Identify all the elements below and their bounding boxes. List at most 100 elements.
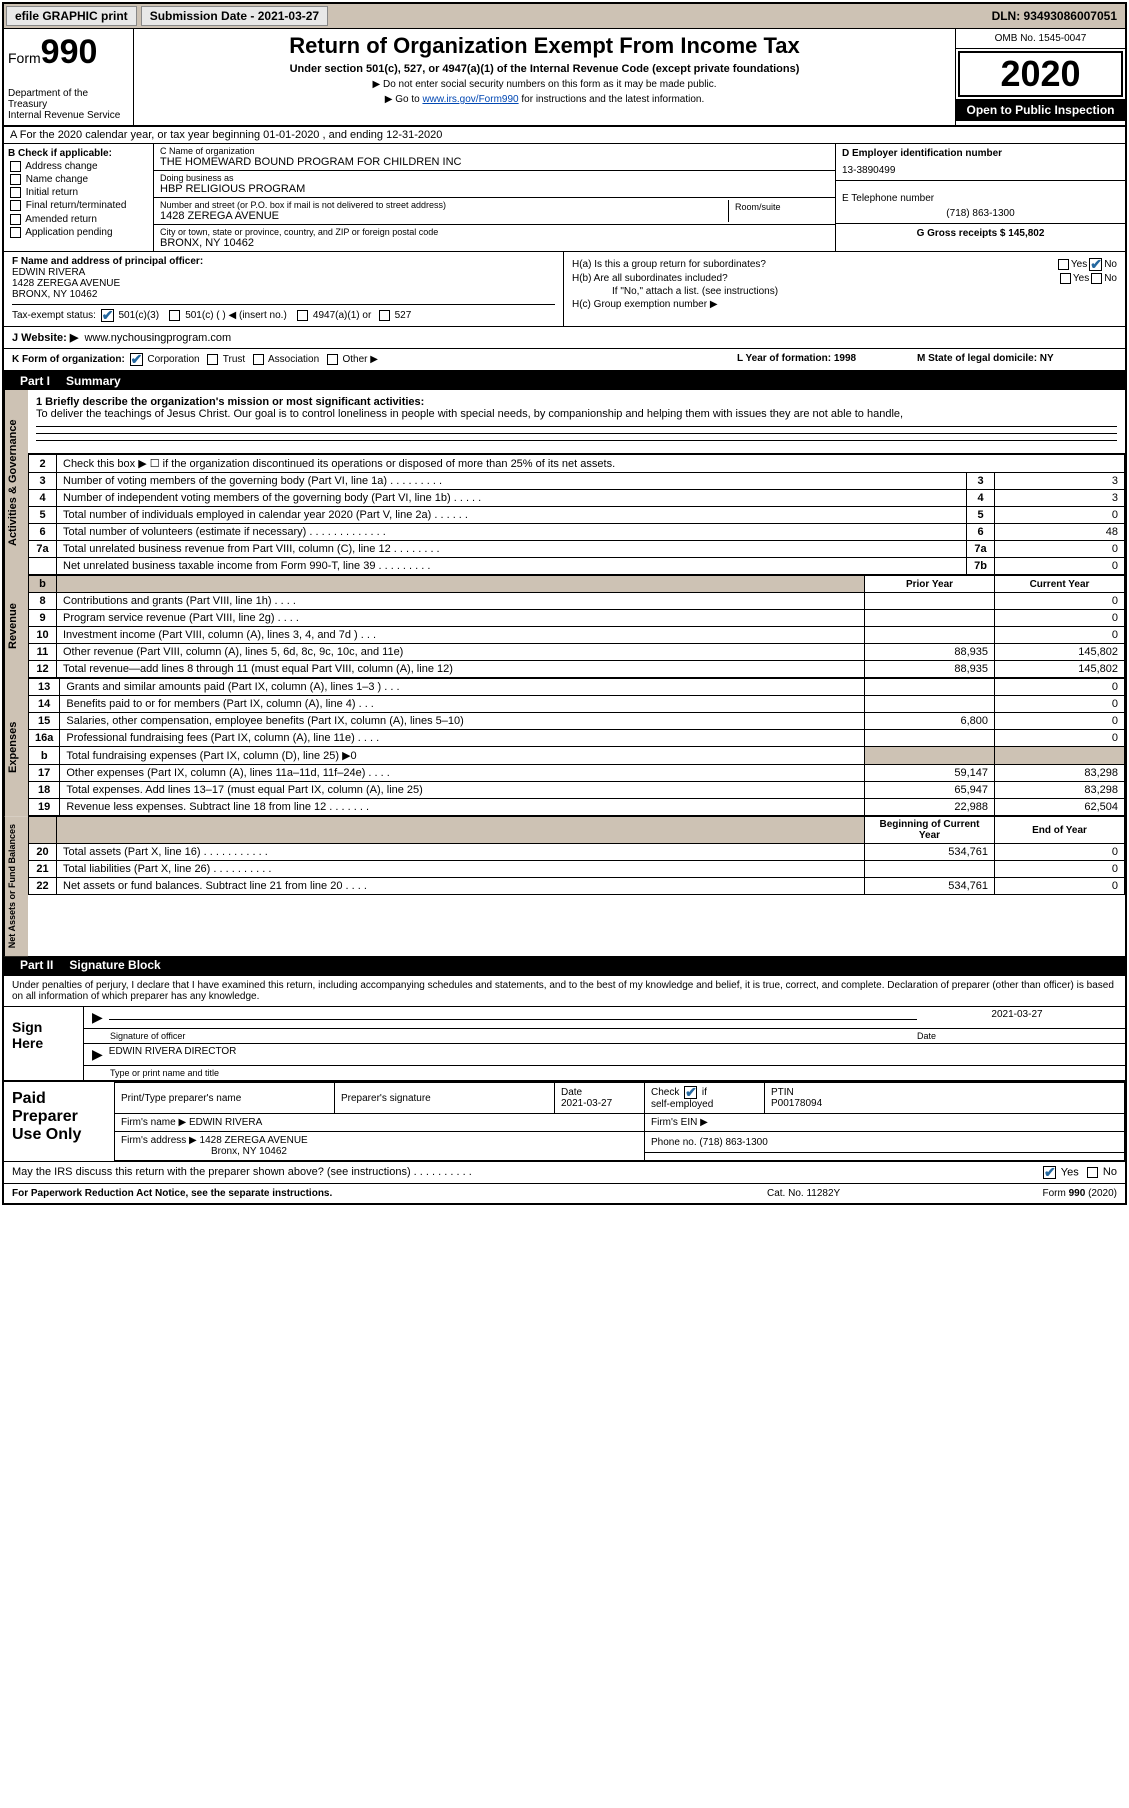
city-label: City or town, state or province, country… — [160, 227, 829, 237]
cb-4947[interactable] — [297, 310, 308, 321]
row-py: 59,147 — [865, 765, 995, 782]
row-num: 5 — [29, 507, 57, 524]
cb-corp[interactable] — [130, 353, 143, 366]
hb-yes[interactable] — [1060, 273, 1071, 284]
row-desc: Contributions and grants (Part VIII, lin… — [57, 593, 865, 610]
form-note2: ▶ Go to www.irs.gov/Form990 for instruct… — [142, 94, 947, 105]
table-row: Firm's address ▶ 1428 ZEREGA AVENUEBronx… — [115, 1132, 1125, 1153]
table-row: 21Total liabilities (Part X, line 26) . … — [29, 861, 1125, 878]
header-right: OMB No. 1545-0047 2020 Open to Public In… — [955, 29, 1125, 125]
cb-amended[interactable]: Amended return — [8, 214, 149, 225]
cb-app-pending[interactable]: Application pending — [8, 227, 149, 238]
col-f: F Name and address of principal officer:… — [4, 252, 564, 326]
discuss-no[interactable]: No — [1085, 1166, 1117, 1179]
opt-501c3: 501(c)(3) — [118, 310, 159, 321]
table-row: 7aTotal unrelated business revenue from … — [29, 541, 1125, 558]
cb-527[interactable] — [379, 310, 390, 321]
ha-yes[interactable] — [1058, 259, 1069, 270]
row-desc: Total number of individuals employed in … — [57, 507, 967, 524]
prep-date: 2021-03-27 — [561, 1098, 612, 1109]
sign-here-row: Sign Here ▶ 2021-03-27 Signature of offi… — [4, 1006, 1125, 1080]
row-box: 6 — [967, 524, 995, 541]
row-cy: 0 — [995, 730, 1125, 747]
row-cy: 145,802 — [995, 644, 1125, 661]
prep-sig-label: Preparer's signature — [335, 1083, 555, 1114]
row-box: 7a — [967, 541, 995, 558]
q1-text: To deliver the teachings of Jesus Christ… — [36, 408, 1117, 420]
part2-title: Signature Block — [69, 958, 160, 972]
dba-value: HBP RELIGIOUS PROGRAM — [160, 183, 829, 195]
k-trust: Trust — [223, 354, 245, 365]
hb-no[interactable] — [1091, 273, 1102, 284]
row-desc: Salaries, other compensation, employee b… — [60, 713, 865, 730]
table-ag: 2Check this box ▶ ☐ if the organization … — [28, 454, 1125, 575]
row-cy: 0 — [995, 713, 1125, 730]
l-value: L Year of formation: 1998 — [737, 353, 856, 364]
row-cy: 0 — [995, 610, 1125, 627]
row-desc: Check this box ▶ ☐ if the organization d… — [57, 455, 1125, 473]
row-py — [865, 610, 995, 627]
firm-addr-cell: Firm's address ▶ 1428 ZEREGA AVENUEBronx… — [115, 1132, 645, 1161]
row-num: 18 — [29, 782, 60, 799]
row-py — [865, 730, 995, 747]
row-py — [865, 593, 995, 610]
sig-labels: Signature of officer Date — [84, 1029, 1125, 1044]
cb-self-emp[interactable] — [684, 1086, 697, 1099]
phone-value: (718) 863-1300 — [842, 208, 1119, 219]
hdr-eoy: End of Year — [995, 817, 1125, 844]
row-val: 3 — [995, 473, 1125, 490]
row-desc: Net assets or fund balances. Subtract li… — [57, 878, 865, 895]
row-cy: 0 — [995, 878, 1125, 895]
opt-527: 527 — [395, 310, 412, 321]
cb-other[interactable] — [327, 354, 338, 365]
omb-label: OMB No. 1545-0047 — [956, 29, 1125, 49]
part1-num: Part I — [12, 374, 58, 388]
opt-4947: 4947(a)(1) or — [313, 310, 371, 321]
section-klm: K Form of organization: Corporation Trus… — [4, 349, 1125, 372]
efile-print-button[interactable]: efile GRAPHIC print — [6, 6, 137, 26]
form-title: Return of Organization Exempt From Incom… — [142, 33, 947, 59]
cb-label: Address change — [25, 161, 97, 172]
row-num: 6 — [29, 524, 57, 541]
submission-date-button[interactable]: Submission Date - 2021-03-27 — [141, 6, 328, 26]
table-row: bTotal fundraising expenses (Part IX, co… — [29, 747, 1125, 765]
cb-501c[interactable] — [169, 310, 180, 321]
ptin-cell: PTINP00178094 — [765, 1083, 1125, 1114]
blank-cell — [645, 1153, 1125, 1161]
cb-final-return[interactable]: Final return/terminated — [8, 200, 149, 211]
row-num: 19 — [29, 799, 60, 816]
irs-link[interactable]: www.irs.gov/Form990 — [422, 94, 518, 105]
row-py — [865, 861, 995, 878]
table-row: 4Number of independent voting members of… — [29, 490, 1125, 507]
prep-date-cell: Date2021-03-27 — [555, 1083, 645, 1114]
q1-label: 1 Briefly describe the organization's mi… — [36, 396, 1117, 408]
table-header: Beginning of Current YearEnd of Year — [29, 817, 1125, 844]
cb-trust[interactable] — [207, 354, 218, 365]
city-value: BRONX, NY 10462 — [160, 237, 829, 249]
table-row: 10Investment income (Part VIII, column (… — [29, 627, 1125, 644]
hdr-blank: b — [29, 576, 57, 593]
table-row: Print/Type preparer's name Preparer's si… — [115, 1083, 1125, 1114]
cb-initial-return[interactable]: Initial return — [8, 187, 149, 198]
row-py — [865, 679, 995, 696]
cb-501c3[interactable] — [101, 309, 114, 322]
cb-address-change[interactable]: Address change — [8, 161, 149, 172]
paid-preparer-row: Paid Preparer Use Only Print/Type prepar… — [4, 1080, 1125, 1161]
row-box: 4 — [967, 490, 995, 507]
table-row: 17Other expenses (Part IX, column (A), l… — [29, 765, 1125, 782]
gross-label: G Gross receipts $ 145,802 — [842, 228, 1119, 239]
discuss-yes[interactable]: Yes — [1041, 1166, 1079, 1179]
form-number: Form990 — [8, 33, 129, 72]
cb-assoc[interactable] — [253, 354, 264, 365]
dln-label: DLN: 93493086007051 — [984, 7, 1125, 25]
arrow-icon: ▶ — [92, 1009, 103, 1026]
ha-no[interactable] — [1089, 258, 1102, 271]
submission-date-label: Submission Date — [150, 9, 247, 23]
footer: For Paperwork Reduction Act Notice, see … — [4, 1183, 1125, 1203]
row-desc: Benefits paid to or for members (Part IX… — [60, 696, 865, 713]
cb-name-change[interactable]: Name change — [8, 174, 149, 185]
date-label: Date — [561, 1087, 582, 1098]
cb-label: Initial return — [26, 187, 78, 198]
tax-status-label: Tax-exempt status: — [12, 310, 96, 321]
row-desc: Total expenses. Add lines 13–17 (must eq… — [60, 782, 865, 799]
